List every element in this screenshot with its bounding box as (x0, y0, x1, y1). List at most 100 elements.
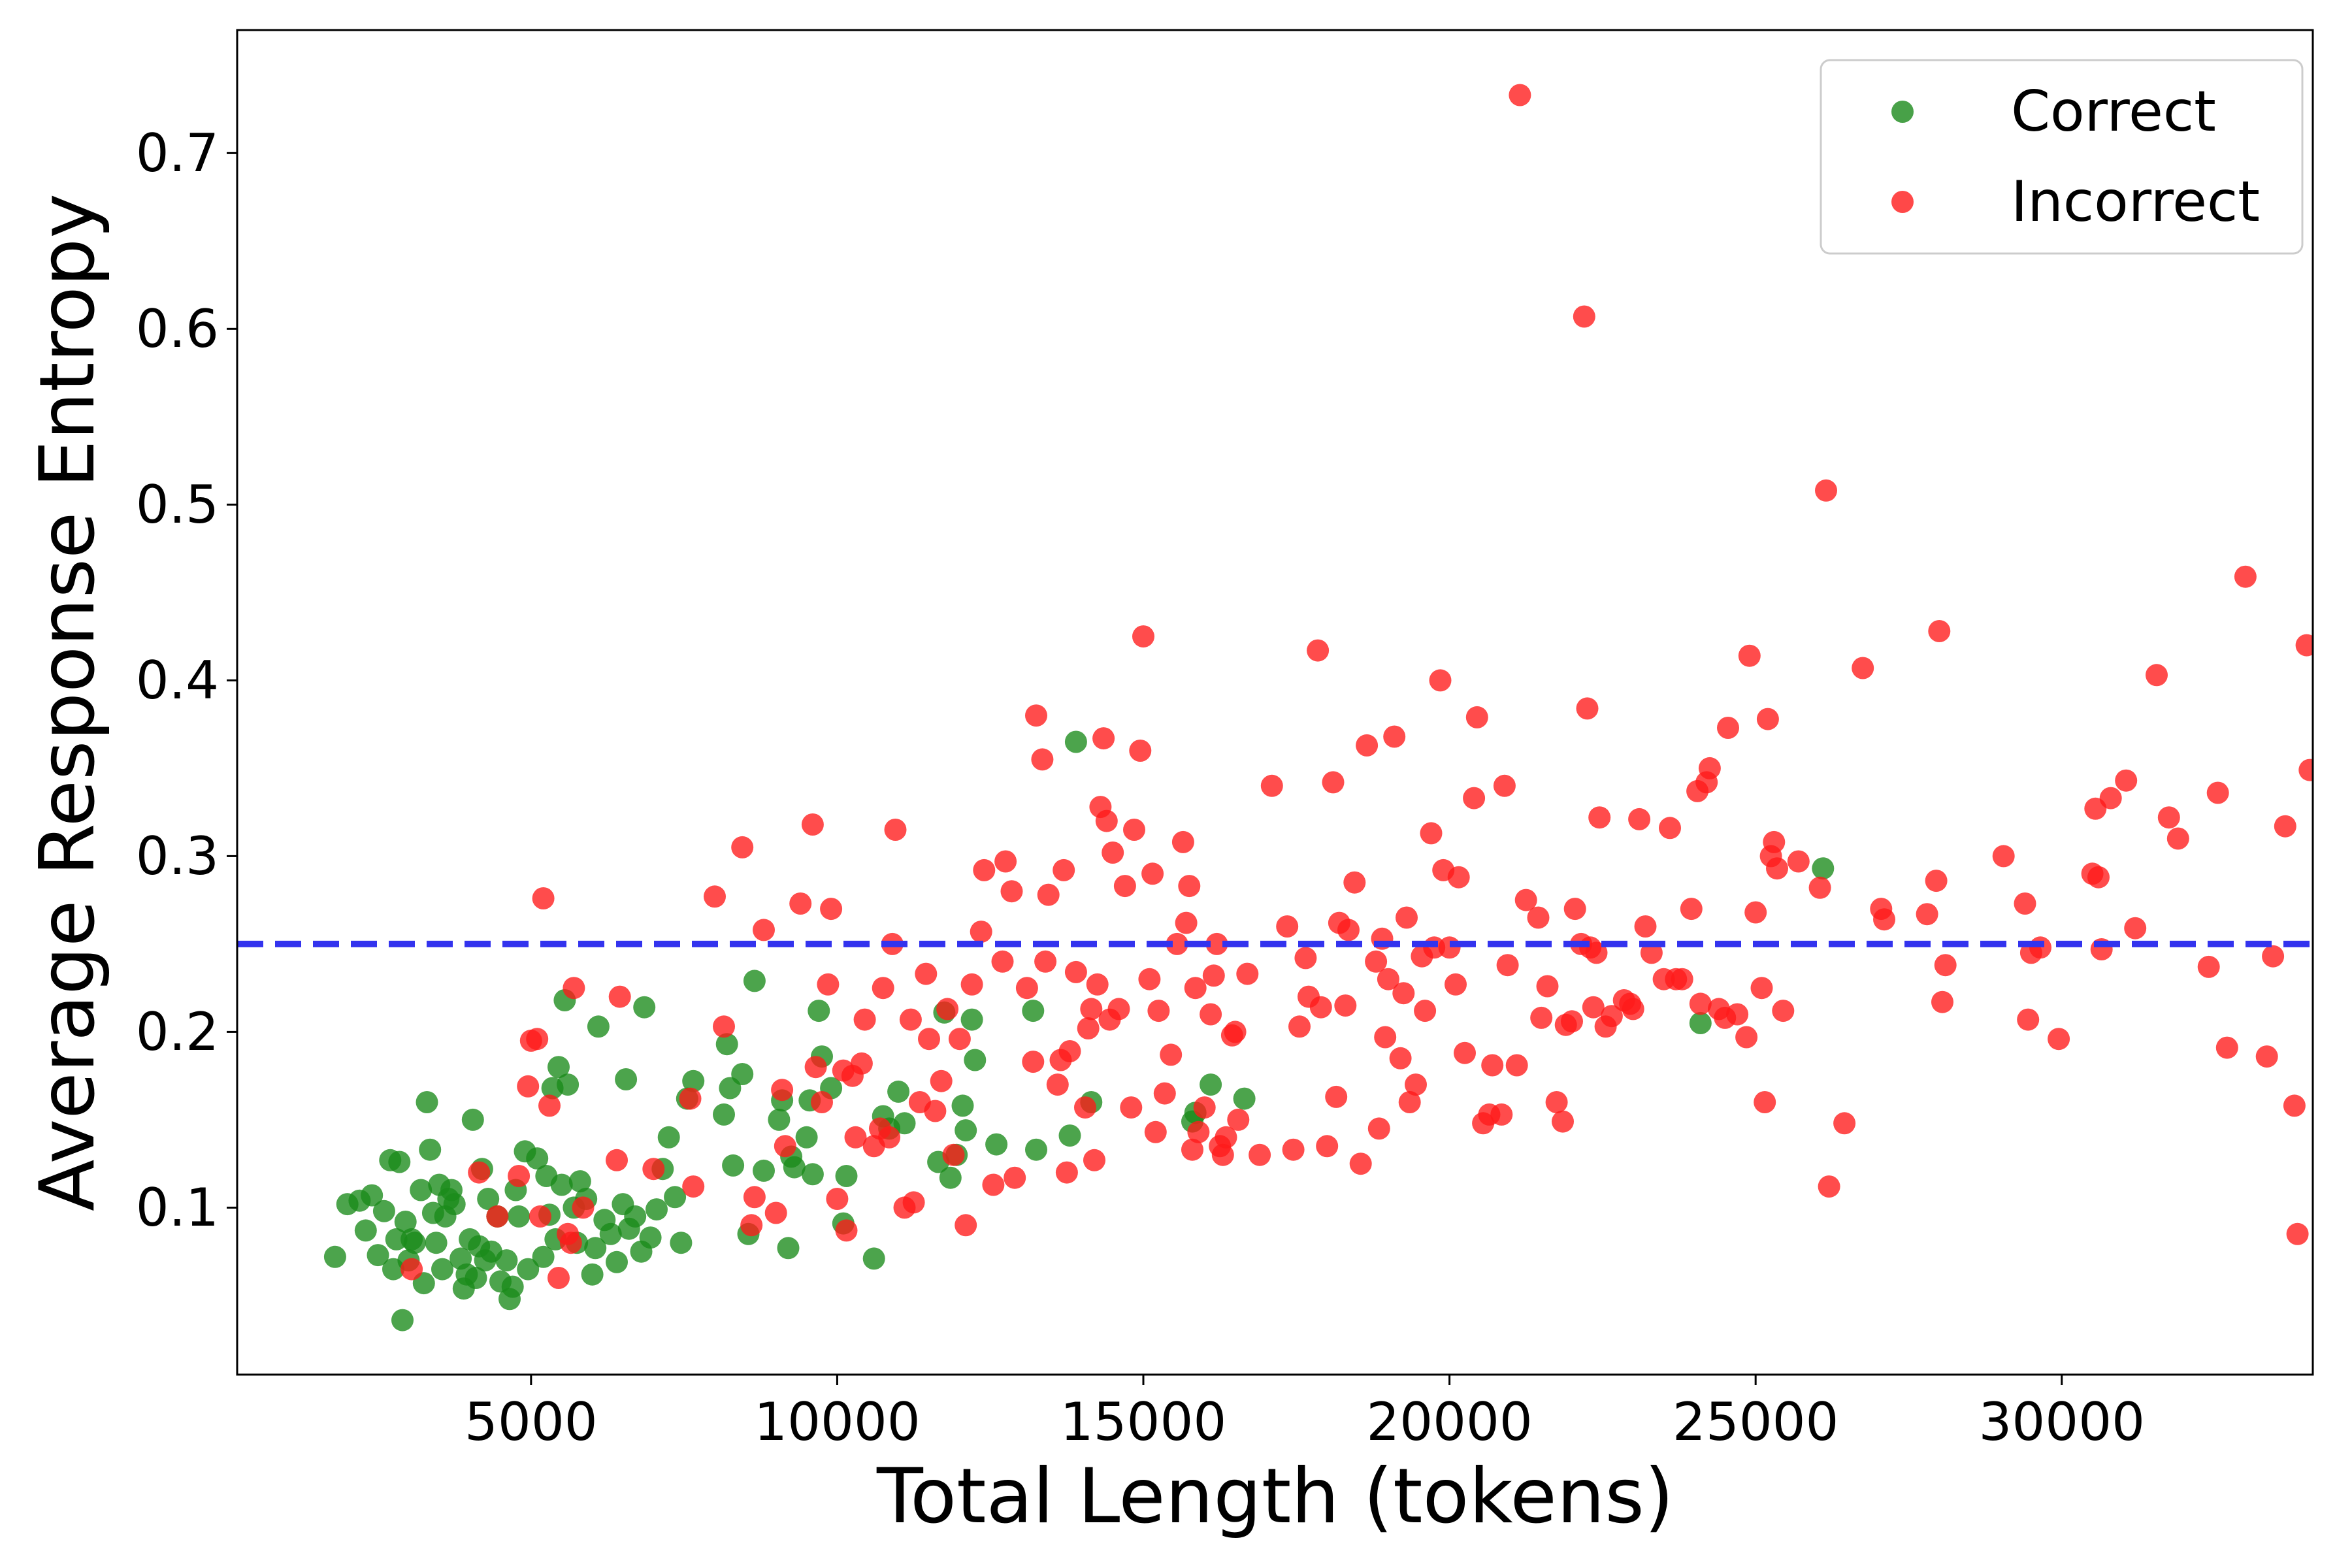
data-point (581, 1263, 604, 1286)
data-point (915, 962, 938, 985)
data-point (902, 1191, 925, 1214)
data-point (960, 973, 983, 996)
data-point (1092, 727, 1115, 750)
data-point (587, 1015, 610, 1038)
data-point (526, 1028, 549, 1051)
data-point (1205, 932, 1228, 955)
data-point (853, 1008, 876, 1031)
data-point (403, 1232, 426, 1254)
data-point (1102, 841, 1124, 864)
data-point (1053, 858, 1075, 881)
data-point (416, 1091, 438, 1113)
data-point (994, 850, 1017, 873)
data-point (795, 1126, 818, 1149)
data-point (1282, 1138, 1305, 1161)
data-point (1671, 968, 1693, 990)
data-point (1873, 908, 1895, 931)
data-point (771, 1079, 794, 1102)
y-tick-label: 0.2 (136, 1002, 219, 1062)
data-point (2166, 827, 2189, 850)
data-point (878, 1126, 901, 1149)
data-point (1193, 1096, 1216, 1119)
data-point (835, 1165, 858, 1187)
data-point (722, 1154, 745, 1177)
data-point (713, 1015, 735, 1038)
data-point (1812, 857, 1835, 880)
data-point (835, 1219, 858, 1242)
data-point (1374, 1026, 1397, 1049)
data-point (1367, 1117, 1390, 1140)
data-point (559, 1232, 582, 1254)
data-point (982, 1173, 1005, 1196)
data-point (2283, 1094, 2306, 1117)
data-point (1992, 845, 2015, 868)
data-point (1429, 669, 1452, 692)
data-point (1717, 717, 1739, 739)
data-point (538, 1094, 561, 1117)
data-point (1200, 1073, 1222, 1096)
data-point (1034, 950, 1057, 973)
y-tick-label: 0.3 (136, 826, 219, 887)
data-point (1689, 992, 1712, 1015)
data-point (1129, 740, 1152, 762)
data-point (1000, 880, 1023, 903)
data-point (1083, 1149, 1105, 1171)
data-point (887, 1080, 910, 1103)
data-point (526, 1147, 549, 1170)
data-point (1787, 850, 1810, 873)
data-point (1022, 1051, 1045, 1073)
data-point (1215, 1126, 1237, 1149)
data-point (425, 1232, 448, 1254)
data-point (1744, 901, 1767, 924)
data-point (872, 977, 894, 1000)
data-point (1389, 1047, 1412, 1070)
data-point (951, 1094, 974, 1117)
data-point (1037, 883, 1060, 906)
data-point (970, 921, 992, 943)
data-point (2124, 917, 2147, 939)
data-point (1325, 1085, 1348, 1108)
data-point (2146, 664, 2168, 687)
data-point (731, 1063, 754, 1085)
data-point (1316, 1135, 1339, 1158)
data-point (1527, 906, 1550, 929)
data-point (517, 1258, 540, 1281)
data-point (1086, 973, 1109, 996)
data-point (960, 1008, 983, 1031)
data-point (1334, 994, 1357, 1017)
data-point (1600, 1005, 1623, 1028)
y-tick-label: 0.6 (136, 299, 219, 359)
data-point (884, 819, 907, 841)
data-point (1160, 1043, 1183, 1066)
data-point (2087, 866, 2110, 889)
data-point (1689, 1012, 1712, 1034)
data-point (1490, 1103, 1513, 1126)
data-point (1396, 906, 1418, 929)
data-point (1726, 1003, 1749, 1026)
data-point (1046, 1073, 1069, 1096)
data-point (1058, 1124, 1081, 1147)
data-point (1818, 1175, 1840, 1198)
data-point (679, 1087, 702, 1110)
data-point (715, 1033, 738, 1056)
data-point (388, 1151, 411, 1173)
data-point (477, 1188, 500, 1210)
data-point (1184, 977, 1207, 1000)
data-point (1659, 817, 1681, 840)
data-point (783, 1156, 806, 1179)
data-point (615, 1068, 638, 1090)
data-point (572, 1196, 595, 1219)
data-point (991, 950, 1014, 973)
data-point (1107, 998, 1130, 1021)
legend-marker-incorrect (1891, 191, 1914, 213)
data-point (862, 1247, 885, 1270)
data-point (1260, 774, 1283, 797)
data-point (1772, 1000, 1795, 1022)
data-point (1058, 1040, 1081, 1062)
data-point (1227, 1108, 1250, 1131)
data-point (1055, 1161, 1078, 1184)
x-tick-label: 30000 (1979, 1392, 2146, 1452)
data-point (2206, 781, 2229, 804)
data-point (1004, 1166, 1026, 1189)
x-tick-label: 5000 (465, 1392, 598, 1452)
